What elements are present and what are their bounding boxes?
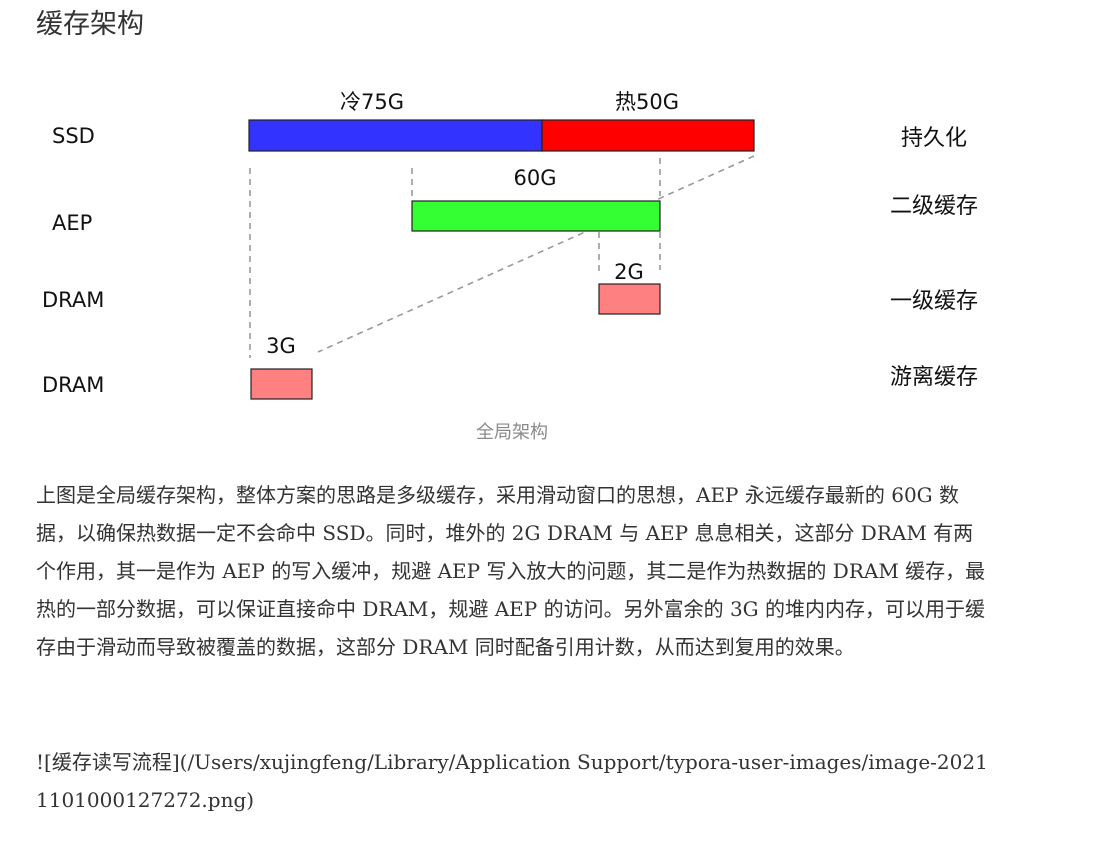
cold-segment-label: 冷75G — [340, 90, 404, 114]
dram-level1-bar — [598, 283, 661, 315]
tier-label-level2: 二级缓存 — [890, 194, 978, 219]
tier-label-persist: 持久化 — [901, 126, 967, 151]
aep-segment-label: 60G — [514, 166, 557, 190]
tier-label-level1: 一级缓存 — [890, 289, 978, 314]
tier-label-free: 游离缓存 — [890, 365, 978, 390]
ssd-cold-bar — [248, 119, 543, 152]
row-label-dram-free: DRAM — [42, 373, 104, 397]
dram-level1-segment-label: 2G — [614, 260, 644, 284]
body-paragraph: 上图是全局缓存架构，整体方案的思路是多级缓存，采用滑动窗口的思想，AEP 永远缓… — [36, 483, 986, 659]
hot-segment-label: 热50G — [615, 90, 679, 114]
guide-diagonal — [317, 155, 755, 353]
row-label-ssd: SSD — [52, 124, 95, 148]
section-heading: 缓存架构 — [36, 9, 144, 40]
architecture-diagram: SSD 冷75G 热50G 持久化 AEP 60G 二级缓存 DRAM 2G 一… — [42, 90, 978, 400]
dram-free-segment-label: 3G — [266, 334, 296, 358]
dashed-guides — [249, 155, 755, 358]
aep-bar — [411, 200, 661, 232]
figure-caption: 全局架构 — [476, 422, 548, 443]
cache-architecture-figure: SSD 冷75G 热50G 持久化 AEP 60G 二级缓存 DRAM 2G 一… — [0, 60, 1116, 400]
ssd-hot-bar — [541, 119, 755, 152]
row-label-aep: AEP — [52, 211, 92, 235]
row-label-dram-level1: DRAM — [42, 288, 104, 312]
image-markdown-link[interactable]: ![缓存读写流程](/Users/xujingfeng/Library/Appl… — [36, 750, 988, 812]
dram-free-bar — [250, 368, 313, 400]
